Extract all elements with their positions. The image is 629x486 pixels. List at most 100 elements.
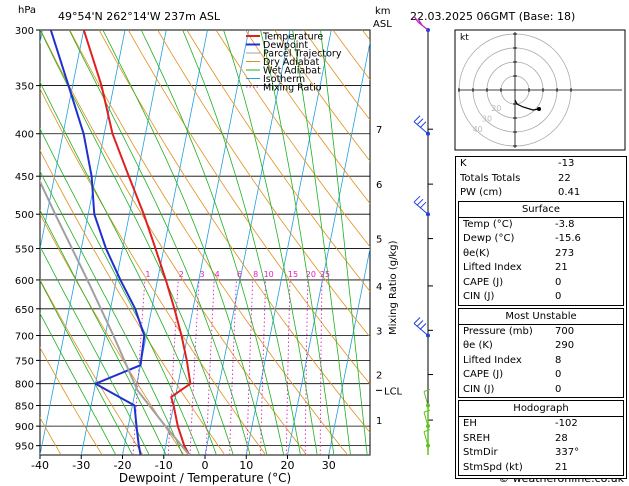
row-value: 21: [555, 461, 568, 473]
dry-adiabat-line: [98, 30, 370, 434]
mixing-ratio-value-label: 2: [179, 270, 184, 279]
row-value: 0.41: [558, 187, 581, 198]
row-value: 700: [555, 325, 575, 337]
row-value: -15.6: [555, 233, 581, 244]
isotherm-line: [0, 30, 1, 455]
lcl-label: LCL: [384, 386, 403, 397]
isotherm-line: [40, 30, 43, 45]
pressure-tick-label: 700: [15, 332, 34, 343]
wind-barb-staff: [423, 389, 431, 406]
table-row: StmSpd (kt) 21: [459, 461, 623, 476]
mixing-ratio-line: [319, 279, 323, 455]
hodograph-title: Hodograph: [459, 401, 623, 417]
mixing-ratio-value-label: 8: [253, 270, 258, 279]
isotherm-line: [40, 30, 126, 455]
wet-adiabat-line: [40, 30, 234, 455]
isotherm-line: [328, 246, 370, 455]
dry-adiabat-line: [244, 30, 370, 205]
mixing-ratio-line: [246, 279, 254, 455]
row-label: θe (K): [463, 340, 493, 351]
wind-barbs: [413, 15, 431, 455]
wind-barb-staff: [413, 115, 429, 135]
wind-barb-staff: [423, 429, 431, 446]
legend-entry: Dry Adiabat: [263, 57, 320, 68]
row-label: StmDir: [463, 447, 498, 458]
indices-panel: K -13 Totals Totals 22 PW (cm) 0.41 Surface T…: [455, 156, 627, 479]
row-label: Lifted Index: [463, 354, 522, 366]
surface-rows: Temp (°C) -3.8 Dewp (°C) -15.6 θe(K) 273 Lifte…: [459, 218, 623, 305]
most-unstable-rows: Pressure (mb) 700 θe (K) 290 Lifted Index 8 CA…: [459, 325, 623, 398]
temperature-tick-label: 20: [281, 459, 295, 472]
mixing-ratio-line: [285, 279, 291, 455]
hodograph-trace: [514, 99, 540, 111]
pressure-tick-label: 300: [15, 26, 34, 37]
row-value: 0: [555, 369, 562, 380]
wind-barb: [423, 409, 431, 429]
row-value: 0: [555, 383, 562, 395]
wind-barb: [413, 15, 430, 32]
row-label: K: [460, 158, 467, 169]
wet-adiabat-line: [40, 209, 167, 455]
wind-barb: [413, 317, 430, 338]
wet-adiabat-line: [102, 30, 268, 455]
row-label: PW (cm): [460, 187, 503, 198]
row-value: 273: [555, 247, 575, 259]
table-row: θe (K) 290: [459, 339, 623, 354]
mixing-ratio-line: [189, 279, 200, 455]
mixing-ratio-line: [304, 279, 309, 455]
mixing-ratio-value-label: 4: [215, 270, 220, 279]
altitude-tick-label: 1: [376, 416, 382, 427]
table-row: CAPE (J) 0: [459, 276, 623, 291]
dry-adiabat-line: [40, 30, 308, 455]
dry-adiabat-line: [186, 30, 370, 292]
altitude-tick-label: 4: [376, 282, 382, 293]
axes: 3003504004505005506006507007508008509009…: [15, 26, 336, 472]
temperature-tick-label: 0: [202, 459, 209, 472]
wet-adiabat-line: [68, 30, 251, 455]
dry-adiabat-line: [274, 30, 370, 162]
asl-label: ASL: [373, 19, 392, 30]
datetime-title: 22.03.2025 06GMT (Base: 18): [410, 10, 575, 23]
wet-adiabat-line: [223, 30, 318, 455]
row-value: 22: [558, 172, 571, 184]
mixing-ratio-line: [229, 279, 237, 455]
isotherm-line: [369, 452, 370, 455]
location-title: 49°54'N 262°14'W 237m ASL: [58, 10, 221, 23]
table-row: Lifted Index 21: [459, 261, 623, 276]
legend-entry: Parcel Trajectory: [263, 49, 342, 60]
hodograph-rows: EH -102 SREH 28 StmDir 337° StmSpd (kt) 21: [459, 417, 623, 475]
legend-entry: Temperature: [262, 32, 323, 43]
row-label: Pressure (mb): [463, 325, 533, 337]
dry-adiabat-line: [40, 87, 267, 455]
row-value: -102: [555, 418, 578, 429]
pressure-tick-label: 500: [15, 210, 34, 221]
row-value: 8: [555, 354, 562, 366]
temperature-profile-line: [82, 30, 192, 455]
mixing-ratio-value-label: 6: [237, 270, 242, 279]
wind-barb: [423, 389, 431, 408]
temperature-tick-label: -10: [155, 459, 173, 472]
pressure-tick-label: 750: [15, 356, 34, 367]
pressure-tick-label: 400: [15, 130, 34, 141]
table-row: CIN (J) 0: [459, 290, 623, 305]
wind-barb-staff: [413, 195, 429, 215]
table-row: EH -102: [459, 417, 623, 432]
altitude-axis: 7 6 5 4 3 2 1 LCL: [376, 125, 433, 427]
mixing-ratio-line: [132, 279, 146, 455]
row-value: 290: [555, 340, 575, 351]
dry-adiabat-line: [69, 30, 349, 455]
dry-adiabat-line: [215, 30, 370, 248]
isotherm-line: [163, 30, 250, 455]
legend-entry: Mixing Ratio: [263, 83, 322, 94]
table-row: CIN (J) 0: [459, 383, 623, 398]
temperature-tick-label: 30: [322, 459, 336, 472]
wind-barb: [423, 429, 431, 448]
row-label: EH: [463, 418, 477, 429]
isotherm-line: [122, 30, 208, 455]
wind-barb: [413, 115, 430, 136]
table-row: StmDir 337°: [459, 446, 623, 461]
mixing-ratio-line: [205, 279, 215, 455]
altitude-tick-label: 7: [376, 125, 382, 136]
